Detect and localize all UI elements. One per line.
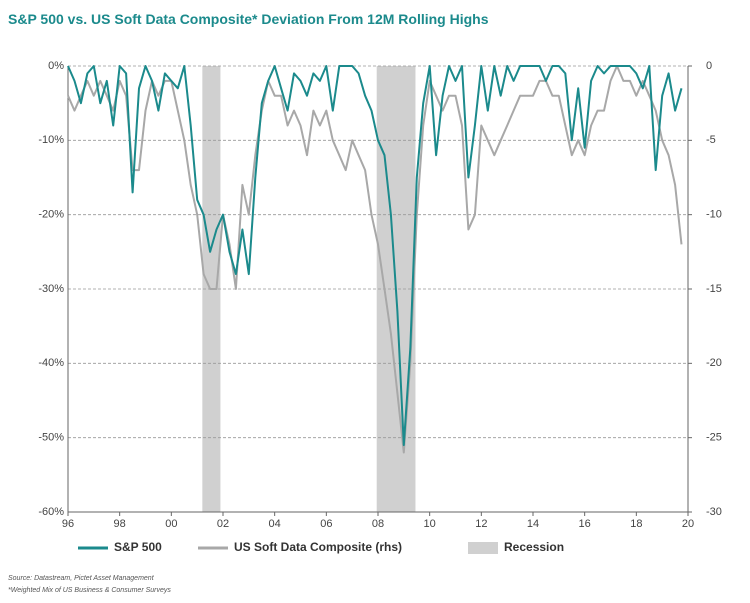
y-tick-label: -10% (38, 134, 64, 146)
y2-tick-label: 0 (706, 60, 712, 72)
legend-swatch (468, 542, 498, 554)
x-tick-label: 16 (579, 518, 591, 530)
x-tick-label: 08 (372, 518, 384, 530)
y2-tick-label: -25 (706, 432, 722, 444)
series-line (67, 65, 683, 447)
x-tick-label: 02 (217, 518, 229, 530)
y2-tick-label: -20 (706, 357, 722, 369)
y-tick-label: -50% (38, 432, 64, 444)
legend-label: Recession (504, 540, 564, 554)
y-tick-label: -40% (38, 357, 64, 369)
legend-label: US Soft Data Composite (rhs) (234, 540, 402, 554)
chart-title: S&P 500 vs. US Soft Data Composite* Devi… (8, 11, 489, 27)
y2-tick-label: -5 (706, 134, 716, 146)
footnote: *Weighted Mix of US Business & Consumer … (8, 587, 171, 594)
x-tick-label: 96 (62, 518, 74, 530)
y2-tick-label: -30 (706, 506, 722, 518)
x-tick-label: 06 (320, 518, 332, 530)
x-tick-label: 12 (475, 518, 487, 530)
x-tick-label: 04 (269, 518, 281, 530)
legend-label: S&P 500 (114, 540, 162, 554)
y-tick-label: -60% (38, 506, 64, 518)
x-tick-label: 10 (424, 518, 436, 530)
x-tick-label: 18 (630, 518, 642, 530)
source: Source: Datastream, Pictet Asset Managem… (8, 575, 155, 582)
y2-tick-label: -15 (706, 283, 722, 295)
x-tick-label: 98 (114, 518, 126, 530)
y-tick-label: -30% (38, 283, 64, 295)
y2-tick-label: -10 (706, 209, 722, 221)
x-tick-label: 00 (165, 518, 177, 530)
x-tick-label: 14 (527, 518, 539, 530)
y-tick-label: -20% (38, 209, 64, 221)
x-tick-label: 20 (682, 518, 694, 530)
y-tick-label: 0% (48, 60, 64, 72)
